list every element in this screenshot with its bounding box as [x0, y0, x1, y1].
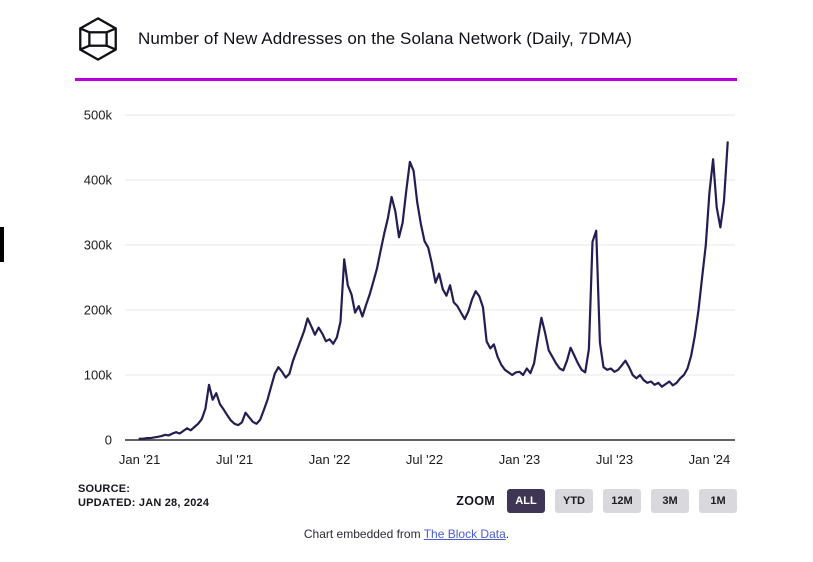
zoom-button-12m[interactable]: 12M	[603, 489, 641, 513]
x-tick-label: Jan '21	[119, 452, 161, 467]
zoom-button-3m[interactable]: 3M	[651, 489, 689, 513]
updated-label: UPDATED: JAN 28, 2024	[78, 497, 210, 509]
embed-attribution: Chart embedded from The Block Data.	[0, 527, 813, 541]
y-tick-label: 100k	[84, 368, 113, 383]
chart-header: Number of New Addresses on the Solana Ne…	[75, 16, 632, 62]
screen-edge-artifact	[0, 227, 4, 262]
x-tick-label: Jul '22	[406, 452, 443, 467]
y-tick-label: 500k	[84, 108, 113, 123]
the-block-logo-icon	[75, 16, 121, 62]
the-block-data-link[interactable]: The Block Data	[423, 527, 506, 541]
zoom-button-all[interactable]: ALL	[507, 489, 545, 513]
x-tick-label: Jan '23	[499, 452, 541, 467]
zoom-button-1m[interactable]: 1M	[699, 489, 737, 513]
y-tick-label: 300k	[84, 238, 113, 253]
embed-text-suffix: .	[505, 527, 510, 541]
source-label: SOURCE:	[78, 483, 131, 495]
series-line	[138, 141, 729, 440]
zoom-button-group: ALL YTD 12M 3M 1M	[497, 489, 737, 513]
y-tick-label: 400k	[84, 173, 113, 188]
y-tick-label: 0	[105, 433, 112, 448]
x-tick-label: Jan '24	[689, 452, 731, 467]
zoom-button-ytd[interactable]: YTD	[555, 489, 593, 513]
x-tick-label: Jul '23	[596, 452, 633, 467]
embed-text-prefix: Chart embedded from	[303, 527, 424, 541]
zoom-controls: ZOOM ALL YTD 12M 3M 1M	[456, 489, 737, 513]
x-tick-label: Jul '21	[216, 452, 253, 467]
x-tick-label: Jan '22	[309, 452, 351, 467]
chart-title: Number of New Addresses on the Solana Ne…	[138, 29, 633, 48]
y-tick-label: 200k	[84, 303, 113, 318]
source-block: SOURCE: UPDATED: JAN 28, 2024	[78, 482, 209, 510]
line-chart-plot-area[interactable]: 0 100k 200k 300k 400k 500k Jan '21 Jul '21 Jan '…	[70, 95, 745, 470]
accent-divider	[75, 78, 737, 81]
zoom-label: ZOOM	[456, 494, 495, 508]
